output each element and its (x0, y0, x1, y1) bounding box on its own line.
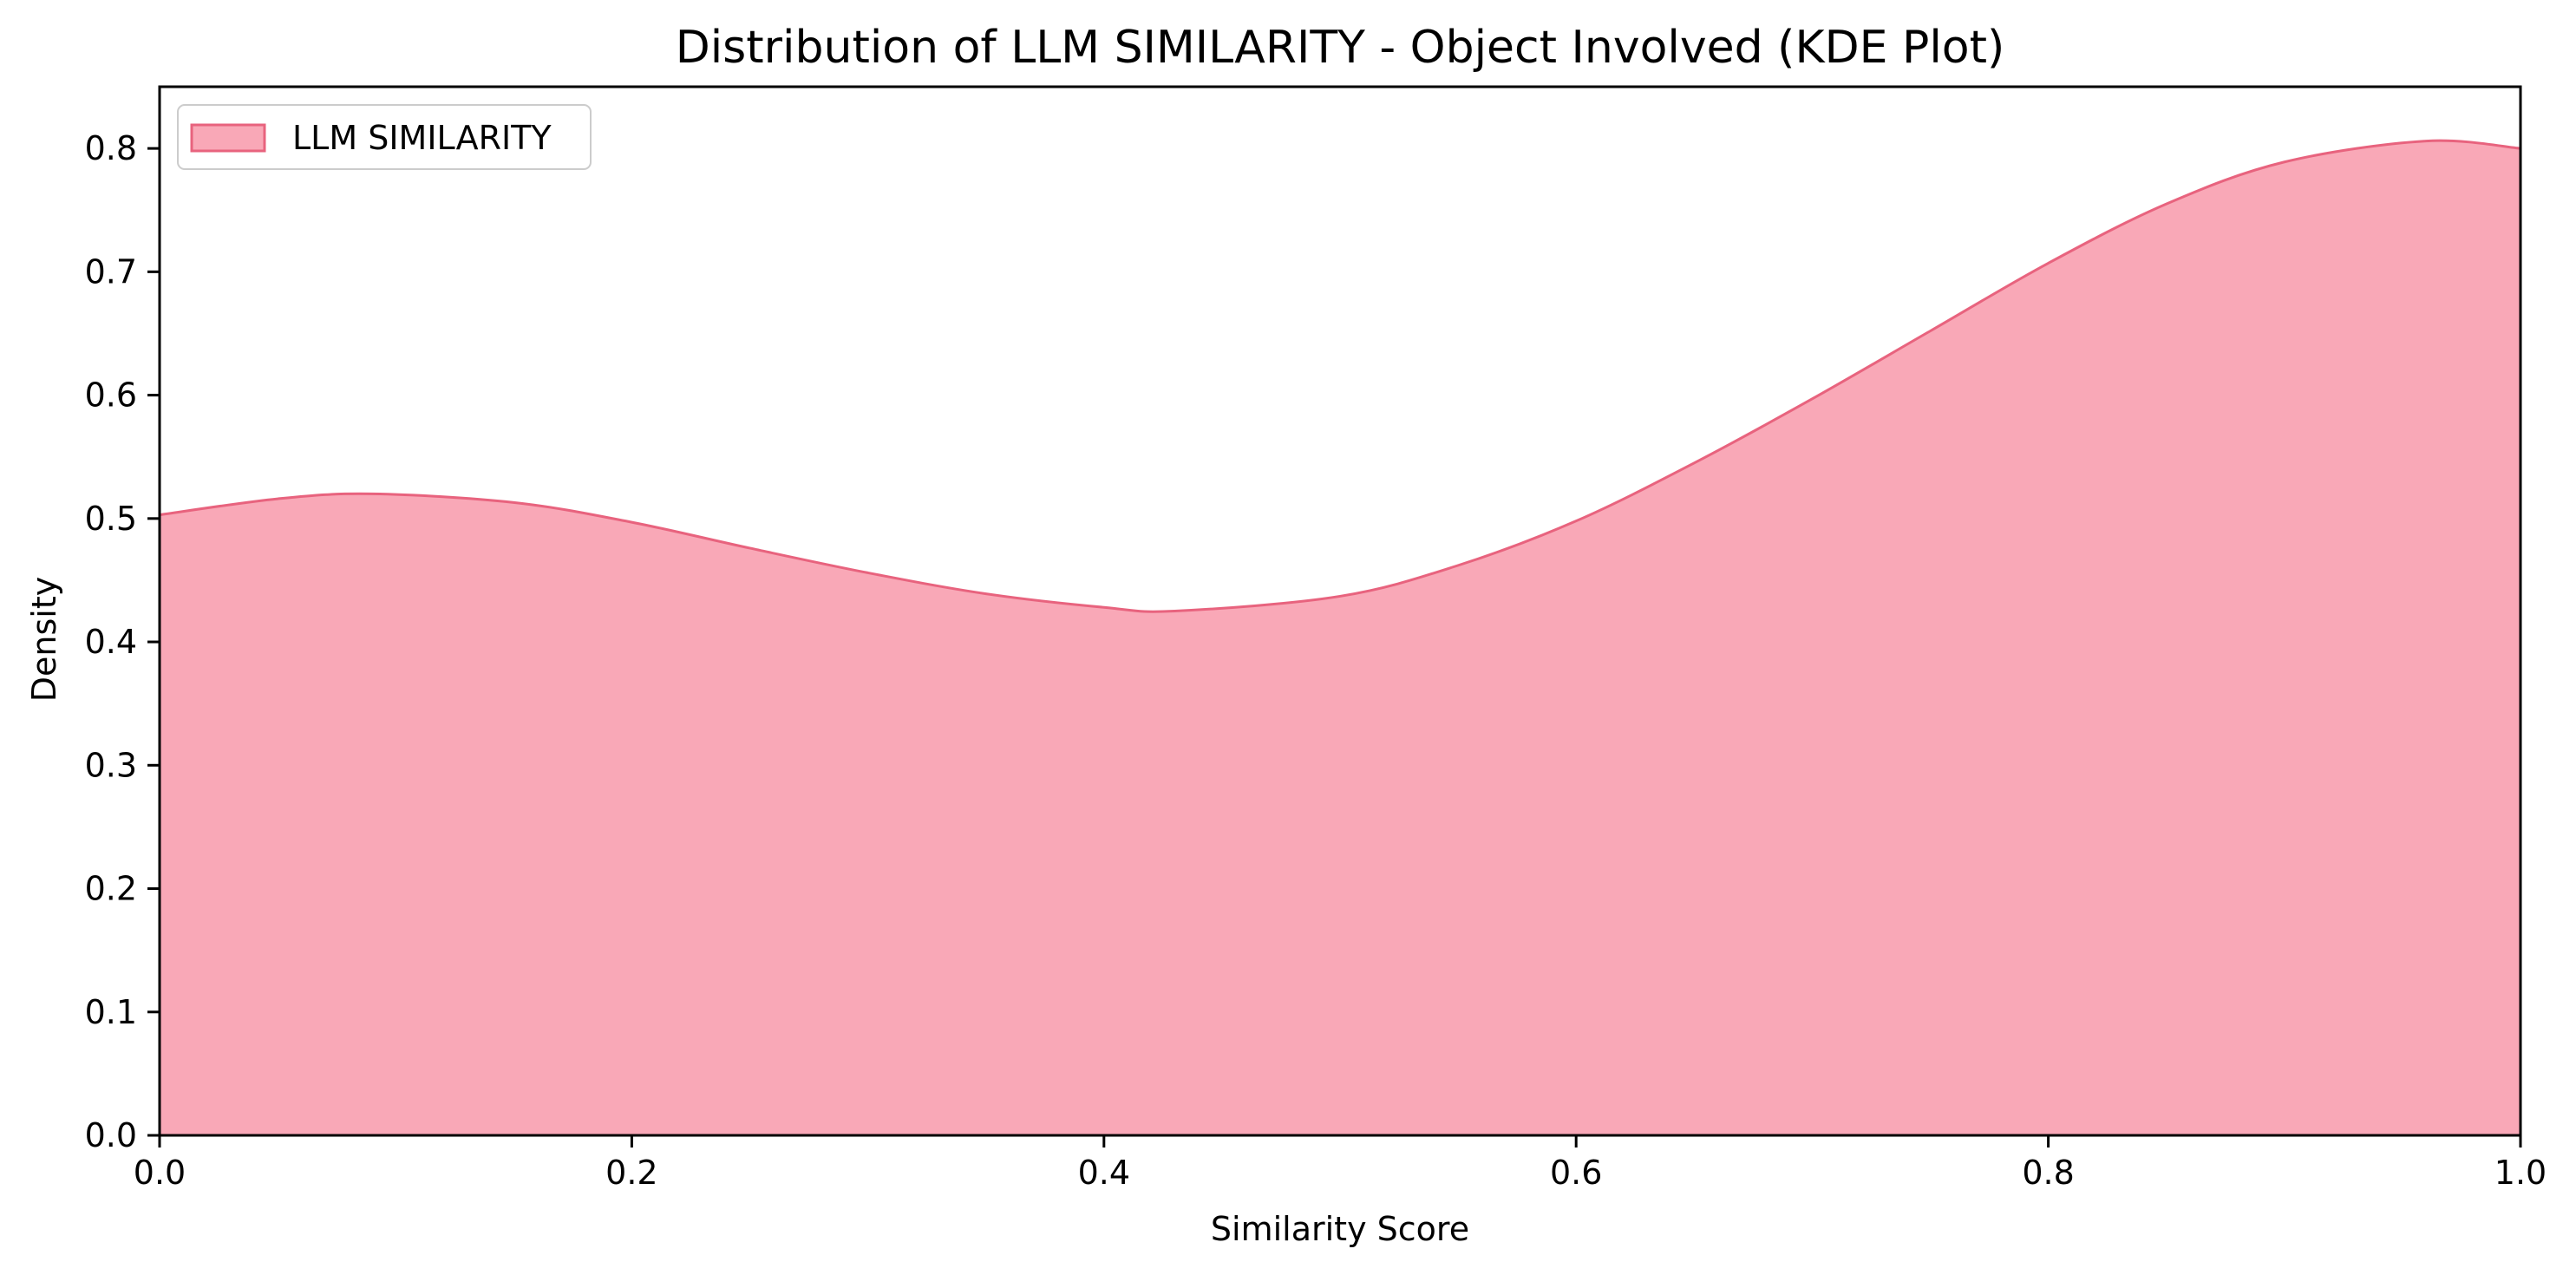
legend: LLM SIMILARITY (177, 104, 592, 170)
series-area-0 (160, 141, 2520, 1135)
y-tick-label: 0.6 (85, 376, 137, 415)
y-tick-label: 0.8 (85, 129, 137, 167)
series-line-0 (159, 139, 2521, 613)
y-axis-label: Density (25, 577, 63, 702)
y-tick-label: 0.2 (85, 870, 137, 908)
y-tick-label: 0.0 (85, 1116, 137, 1154)
legend-swatch (190, 123, 266, 153)
legend-box (177, 104, 592, 170)
x-tick-label: 0.0 (134, 1154, 186, 1192)
x-tick-label: 0.6 (1550, 1154, 1602, 1192)
y-tick-label: 0.1 (85, 993, 137, 1031)
x-tick-label: 0.8 (2022, 1154, 2074, 1192)
plot-area: 0.0 0.2 0.4 0.6 0.8 1.0 0.0 0.1 0.2 0.3 0.4 0.5 0.6 0… (85, 85, 2547, 1192)
y-tick-label: 0.4 (85, 623, 137, 661)
legend-label: LLM SIMILARITY (292, 119, 552, 157)
y-tick-label: 0.5 (85, 500, 137, 538)
x-tick-label: 0.4 (1078, 1154, 1130, 1192)
y-tick-label: 0.3 (85, 746, 137, 784)
x-tick-label: 0.2 (605, 1154, 657, 1192)
chart-title: Distribution of LLM SIMILARITY - Object … (676, 22, 2005, 74)
y-tick-label: 0.7 (85, 252, 137, 291)
x-tick-label: 1.0 (2494, 1154, 2547, 1192)
axes-frame (158, 85, 2522, 1137)
x-axis-label: Similarity Score (1211, 1210, 1469, 1248)
